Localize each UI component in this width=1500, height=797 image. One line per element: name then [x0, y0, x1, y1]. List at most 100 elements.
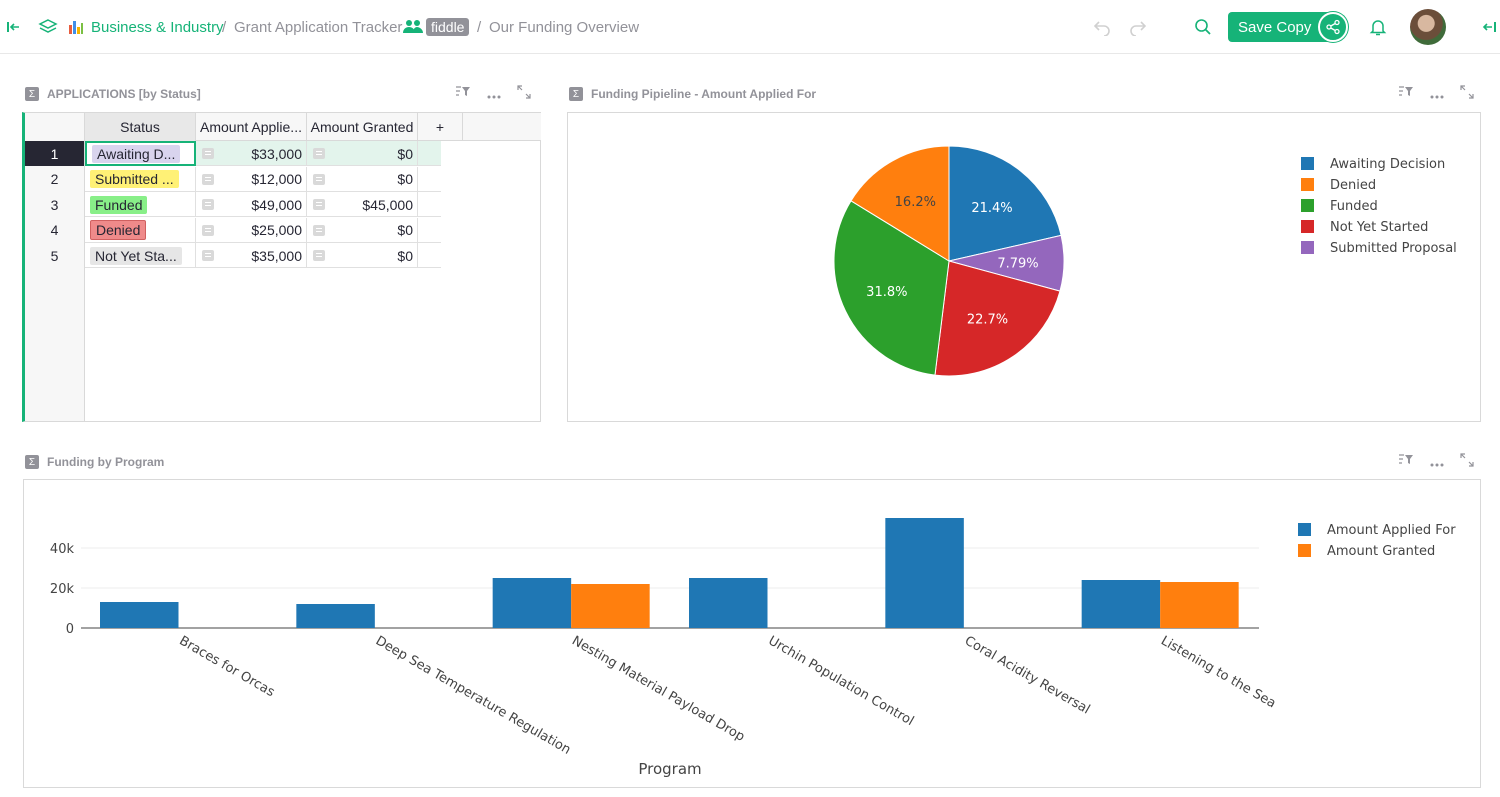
summary-sigma-icon: Σ — [25, 455, 39, 469]
pie-slice[interactable] — [850, 145, 950, 262]
amount-applied-cell[interactable]: $35,000 — [196, 243, 307, 268]
x-tick-label: Deep Sea Temperature Regulation — [373, 633, 573, 757]
bar[interactable] — [1160, 582, 1239, 628]
row-number[interactable]: 3 — [25, 192, 85, 217]
amount-applied-cell[interactable]: $49,000 — [196, 192, 307, 217]
row-number[interactable]: 2 — [25, 166, 85, 192]
bar[interactable] — [296, 604, 375, 628]
amount-value: $0 — [397, 247, 413, 264]
table-row[interactable]: 4 Denied $25,000 $0 — [25, 217, 441, 243]
amount-value: $0 — [397, 171, 413, 187]
y-tick-label: 20k — [50, 582, 75, 597]
table-row[interactable]: 2 Submitted ... $12,000 $0 — [25, 166, 441, 192]
amount-value: $0 — [397, 145, 413, 162]
expand-widget-icon[interactable] — [1460, 85, 1474, 104]
layers-icon[interactable] — [38, 0, 58, 54]
expand-widget-icon[interactable] — [1460, 453, 1474, 472]
bar[interactable] — [100, 602, 179, 628]
bar[interactable] — [885, 518, 964, 628]
undo-icon[interactable] — [1093, 0, 1111, 54]
notifications-bell-icon[interactable] — [1369, 0, 1387, 54]
amount-granted-cell[interactable]: $0 — [307, 217, 418, 243]
row-number[interactable]: 1 — [25, 141, 85, 166]
column-header-status[interactable]: Status — [85, 113, 196, 141]
breadcrumb-org-link[interactable]: Business & Industry — [91, 18, 224, 36]
y-tick-label: 40k — [50, 542, 75, 557]
legend-swatch — [1301, 199, 1314, 212]
breadcrumb-separator: / — [222, 18, 227, 36]
legend-label: Not Yet Started — [1330, 220, 1428, 235]
more-options-icon[interactable] — [487, 86, 501, 104]
amount-value: $25,000 — [251, 222, 302, 238]
row-number[interactable]: 5 — [25, 243, 85, 268]
bar[interactable] — [689, 578, 768, 628]
grid-corner[interactable] — [25, 113, 85, 141]
breadcrumb-document[interactable]: Grant Application Tracker — [234, 18, 403, 36]
sort-filter-icon[interactable] — [455, 85, 471, 104]
status-cell[interactable]: Not Yet Sta... — [85, 243, 196, 268]
collapse-left-panel-icon[interactable] — [6, 0, 22, 54]
legend-swatch — [1301, 241, 1314, 254]
legend-label: Amount Applied For — [1327, 523, 1456, 538]
x-axis-title: Program — [638, 760, 701, 778]
bar[interactable] — [571, 584, 650, 628]
redo-icon[interactable] — [1129, 0, 1147, 54]
amount-granted-cell[interactable]: $0 — [307, 243, 418, 268]
amount-value: $35,000 — [251, 247, 302, 264]
legend-label: Awaiting Decision — [1330, 157, 1445, 172]
legend-label: Denied — [1330, 178, 1376, 193]
column-header-amount-granted[interactable]: Amount Granted — [307, 113, 418, 141]
search-icon[interactable] — [1194, 0, 1212, 54]
more-options-icon[interactable] — [1430, 454, 1444, 472]
reference-icon — [202, 199, 214, 210]
status-cell[interactable]: Awaiting D... — [85, 141, 196, 166]
table-row[interactable]: 5 Not Yet Sta... $35,000 $0 — [25, 243, 441, 268]
bar[interactable] — [1081, 580, 1161, 628]
table-row[interactable]: 1 Awaiting D... $33,000 $0 — [25, 141, 441, 166]
table-row[interactable]: 3 Funded $49,000 $45,000 — [25, 192, 441, 217]
pie-title-text: Funding Pipieline - Amount Applied For — [591, 87, 817, 101]
amount-applied-cell[interactable]: $33,000 — [196, 141, 307, 166]
pie-slice[interactable] — [934, 260, 1061, 377]
sort-filter-icon[interactable] — [1398, 453, 1414, 472]
bar[interactable] — [492, 578, 572, 628]
status-cell[interactable]: Submitted ... — [85, 166, 196, 192]
status-chip: Funded — [90, 195, 148, 214]
applications-grid[interactable]: Status Amount Applie... Amount Granted +… — [22, 112, 541, 422]
column-header-amount-applied[interactable]: Amount Applie... — [196, 113, 307, 141]
pie-slice[interactable] — [833, 200, 950, 376]
pie-widget-title: Σ Funding Pipieline - Amount Applied For — [569, 87, 816, 101]
bar-widget-title: Σ Funding by Program — [25, 455, 164, 469]
x-tick-label: Nesting Material Payload Drop — [569, 633, 747, 744]
amount-value: $0 — [397, 222, 413, 238]
add-column-button[interactable]: + — [418, 113, 463, 141]
save-copy-button[interactable]: Save Copy — [1228, 12, 1348, 42]
user-avatar[interactable] — [1410, 9, 1446, 45]
reference-icon — [202, 173, 214, 185]
amount-granted-cell[interactable]: $45,000 — [307, 192, 418, 217]
collapse-right-panel-icon[interactable] — [1481, 0, 1497, 54]
pie-chart-panel: 21.4% 7.79% 22.7% 31.8% 16.2% Awaiting Decisi… — [567, 112, 1481, 422]
legend-label: Submitted Proposal — [1330, 241, 1457, 256]
pie-slice-label: 7.79% — [997, 256, 1038, 271]
users-icon — [403, 0, 423, 54]
y-tick-label: 0 — [66, 622, 74, 637]
amount-applied-cell[interactable]: $12,000 — [196, 166, 307, 192]
breadcrumb-page: Our Funding Overview — [489, 18, 640, 36]
top-bar: Business & Industry / Grant Application … — [0, 0, 1500, 54]
legend-swatch — [1301, 220, 1314, 233]
row-number[interactable]: 4 — [25, 217, 85, 243]
amount-granted-cell[interactable]: $0 — [307, 166, 418, 192]
status-cell[interactable]: Funded — [85, 192, 196, 217]
share-icon[interactable] — [1318, 12, 1348, 42]
more-options-icon[interactable] — [1430, 86, 1444, 104]
legend-swatch — [1298, 523, 1311, 536]
amount-granted-cell[interactable]: $0 — [307, 141, 418, 166]
reference-icon — [313, 250, 325, 261]
expand-widget-icon[interactable] — [517, 85, 531, 104]
legend-label: Funded — [1330, 199, 1378, 214]
sort-filter-icon[interactable] — [1398, 85, 1414, 104]
status-cell[interactable]: Denied — [85, 217, 196, 243]
amount-applied-cell[interactable]: $25,000 — [196, 217, 307, 243]
pie-slice[interactable] — [948, 145, 1062, 262]
